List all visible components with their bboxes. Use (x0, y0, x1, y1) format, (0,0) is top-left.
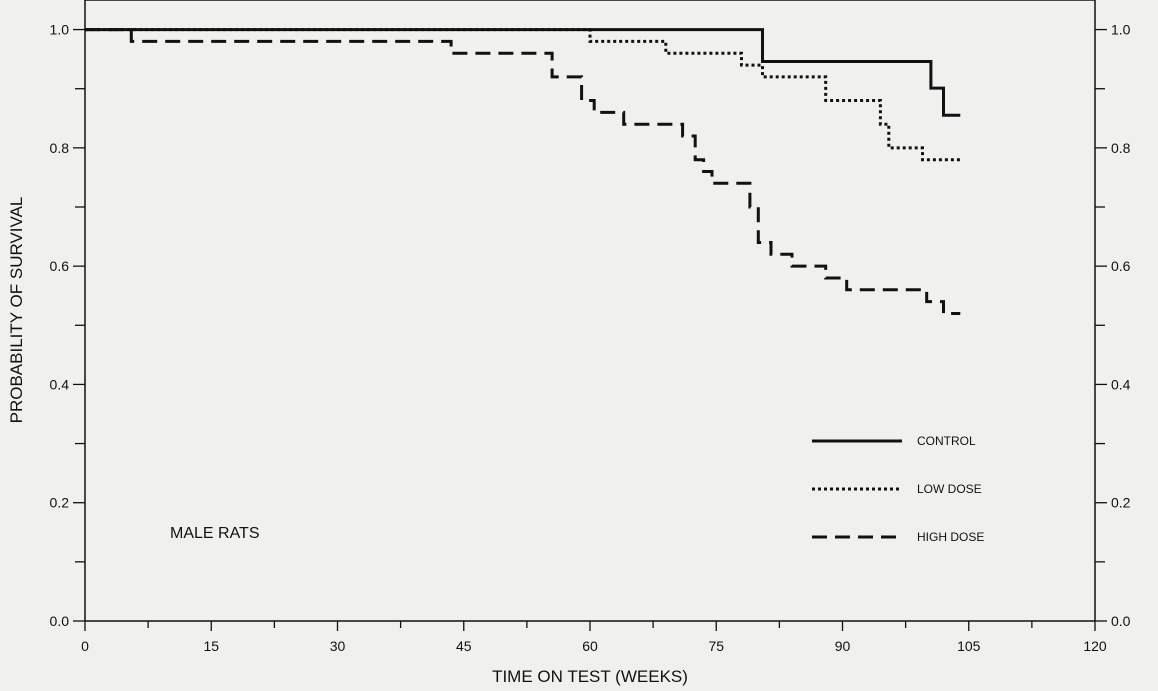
series-lines (85, 28, 961, 315)
y-tick-label-left: 0.2 (50, 495, 70, 511)
y-tick-label-left: 0.8 (50, 140, 70, 156)
y-tick-label-left: 0.4 (50, 376, 70, 392)
axes: 0 15 30 45 60 75 90 105 1200.00.20.40.60.81.00.0… (50, 22, 1131, 654)
y-tick-label-right: 0.4 (1111, 376, 1131, 392)
legend-label-control: CONTROL (917, 434, 976, 448)
x-tick-label: 105 (957, 638, 981, 654)
y-tick-label-left: 1.0 (50, 22, 70, 38)
legend-label-low-dose: LOW DOSE (917, 482, 982, 496)
x-axis-title: TIME ON TEST (WEEKS) (492, 667, 688, 686)
x-tick-label: 90 (835, 638, 851, 654)
x-tick-label: 120 (1083, 638, 1107, 654)
legend-label-high-dose: HIGH DOSE (917, 530, 984, 544)
y-tick-label-left: 0.0 (50, 613, 70, 629)
y-tick-label-right: 0.8 (1111, 140, 1131, 156)
x-tick-label: 60 (582, 638, 598, 654)
series-line-high-dose (85, 28, 961, 315)
y-tick-label-right: 1.0 (1111, 22, 1131, 38)
annotation-male-rats: MALE RATS (170, 525, 260, 542)
legend: CONTROL LOW DOSE HIGH DOSE (812, 434, 984, 544)
x-tick-label: 30 (330, 638, 346, 654)
x-tick-label: 15 (203, 638, 219, 654)
x-tick-label: 45 (456, 638, 472, 654)
x-tick-label: 0 (81, 638, 89, 654)
x-tick-label: 75 (708, 638, 724, 654)
y-tick-label-left: 0.6 (50, 258, 70, 274)
series-line-low-dose (85, 28, 961, 162)
y-axis-title: PROBABILITY OF SURVIVAL (7, 197, 26, 424)
y-tick-label-right: 0.0 (1111, 613, 1131, 629)
series-line-control (85, 28, 961, 117)
y-tick-label-right: 0.2 (1111, 495, 1131, 511)
y-tick-label-right: 0.6 (1111, 258, 1131, 274)
